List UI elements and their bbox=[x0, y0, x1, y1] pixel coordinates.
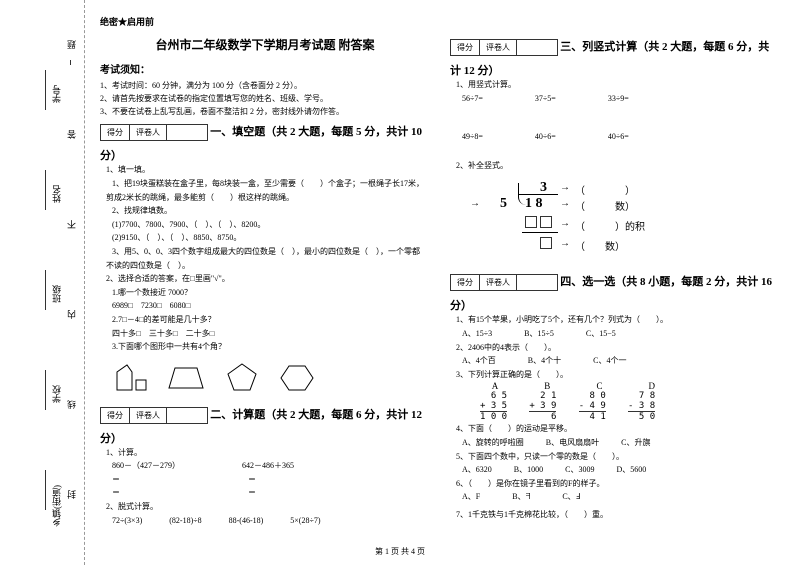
question-line: 不读的四位数是（ ）。 bbox=[106, 259, 430, 273]
question-line: 1.哪一个数接近 7000？ bbox=[112, 286, 430, 300]
score-box: 得分 评卷人 bbox=[450, 274, 558, 291]
diagram-label: （ ）的积 bbox=[575, 218, 645, 233]
calc-expr: 860－（427－279） bbox=[112, 461, 180, 470]
calc-expr: 40÷6= bbox=[608, 132, 629, 141]
choice-opt: B、4个十 bbox=[528, 356, 561, 365]
question-line: (2)9150、（ ）、（ ）、8850、8750。 bbox=[112, 231, 430, 245]
diagram-label: （ 数） bbox=[575, 238, 625, 253]
question-line: 剪成2米长的跳绳，最多能剪（ ）根这样的跳绳。 bbox=[106, 191, 430, 205]
choice-opt: C、3009 bbox=[565, 465, 594, 474]
question-stem: 2、脱式计算。 bbox=[106, 500, 430, 514]
question-line: 1、有15个苹果，小明吃了5个，还有几个？列式为（ ）。 bbox=[456, 313, 780, 327]
question-line: 6、（ ）是你在镜子里看到的F的样子。 bbox=[456, 477, 780, 491]
notice-title: 考试须知： bbox=[100, 61, 430, 76]
calc-expr: 88-(46-18) bbox=[229, 516, 264, 525]
question-line: 6989□ 7230□ 6080□ bbox=[112, 299, 430, 313]
question-line: 4、下面（ ）的运动是平移。 bbox=[456, 422, 780, 436]
page-footer: 第 1 页 共 4 页 bbox=[0, 546, 800, 557]
seal-char: 内 bbox=[65, 310, 78, 319]
choice-opt: A、15÷3 bbox=[462, 329, 492, 338]
notice-item: 1、考试时间：60 分钟，满分为 100 分（含卷面分 2 分）。 bbox=[100, 80, 430, 93]
score-label: 得分 bbox=[101, 125, 130, 140]
calc-eq: ＝ ＝ bbox=[112, 486, 430, 500]
choice-opt: A、F bbox=[462, 492, 480, 501]
choice-opt: C、Ⅎ bbox=[562, 492, 580, 501]
seal-char: 题 bbox=[65, 40, 78, 49]
calc-eq: ＝ ＝ bbox=[112, 473, 430, 487]
right-column: 得分 评卷人 三、列竖式计算（共 2 大题，每题 6 分，共计 12 分） 1、… bbox=[450, 15, 780, 527]
choice-opt: A、旋转的呼啦圈 bbox=[462, 438, 524, 447]
choice-opt: C、15−5 bbox=[586, 329, 616, 338]
question-line: 5、下面四个数中，只读一个零的数是（ ）。 bbox=[456, 450, 780, 464]
question-stem: 1、用竖式计算。 bbox=[456, 78, 780, 92]
question-line: 2、2406中的4表示（ ）。 bbox=[456, 341, 780, 355]
left-column: 绝密★启用前 台州市二年级数学下学期月考试题 附答案 考试须知： 1、考试时间：… bbox=[100, 15, 430, 527]
diagram-label: （ 数） bbox=[575, 198, 635, 213]
shape-trapezoid-icon bbox=[167, 360, 207, 395]
choice-opt: A、4个百 bbox=[462, 356, 496, 365]
calc-expr: 5×(28÷7) bbox=[290, 516, 320, 525]
calc-expr: 56÷7= bbox=[462, 94, 483, 103]
question-line: 1、把19块蛋糕装在盒子里，每8块装一盒，至少需要（ ）个盒子；一根绳子长17米… bbox=[112, 177, 430, 191]
diagram-label: （ ） bbox=[575, 182, 635, 197]
question-stem: 2、补全竖式。 bbox=[456, 159, 780, 173]
choice-opt: B、1000 bbox=[514, 465, 543, 474]
calc-expr: 642－486＋365 bbox=[242, 461, 294, 470]
side-label: 学校 bbox=[50, 385, 63, 403]
calc-expr: 33÷9= bbox=[608, 94, 629, 103]
calc-expr: 40÷6= bbox=[535, 132, 556, 141]
choice-opt: B、15÷5 bbox=[524, 329, 554, 338]
question-stem: 1、填一填。 bbox=[106, 163, 430, 177]
shape-house-icon bbox=[112, 360, 152, 395]
question-line: (1)7700、7800、7900、（ ）、（ ）、8200。 bbox=[112, 218, 430, 232]
question-line: 3、用5、0、0、3四个数字组成最大的四位数是（ ），最小的四位数是（ ），一个… bbox=[112, 245, 430, 259]
calc-expr: (82-18)÷8 bbox=[169, 516, 201, 525]
division-diagram: 3 5 1 8 → （ ） → → （ 数） → （ ）的积 → （ 数） bbox=[470, 180, 780, 260]
calc-expr: 72÷(3×3) bbox=[112, 516, 142, 525]
question-line: 7、1千克铁与1千克棉花比较，（ ）重。 bbox=[456, 508, 780, 522]
calc-expr: 49÷8= bbox=[462, 132, 483, 141]
binding-sidebar: 乡镇(街道) 学校 班级 姓名 学号 封 线 内 不 答 题 bbox=[15, 0, 85, 565]
choice-opt: B、电风扇扇叶 bbox=[546, 438, 599, 447]
notice-item: 2、请首先按要求在试卷的指定位置填写您的姓名、班级、学号。 bbox=[100, 93, 430, 106]
side-label: 班级 bbox=[50, 285, 63, 303]
score-box: 得分 评卷人 bbox=[100, 124, 208, 141]
side-label: 姓名 bbox=[50, 185, 63, 203]
shape-pentagon-icon bbox=[222, 360, 262, 395]
question-stem: 1、计算。 bbox=[106, 446, 430, 460]
question-line: 2、找规律填数。 bbox=[112, 204, 430, 218]
choice-opt: C、4个一 bbox=[593, 356, 626, 365]
seal-char: 封 bbox=[65, 490, 78, 499]
choice-opt: C、升旗 bbox=[621, 438, 650, 447]
choice-opt: B、ᖷ bbox=[512, 492, 530, 501]
seal-char: 答 bbox=[65, 130, 78, 139]
question-line: 2.7□－4□的差可能是几十多？ bbox=[112, 313, 430, 327]
notice-item: 3、不要在试卷上乱写乱画，卷面不整洁扣 2 分，密封线外请勿作答。 bbox=[100, 106, 430, 119]
question-stem: 2、选择合适的答案，在□里画"√"。 bbox=[106, 272, 430, 286]
exam-title: 台州市二年级数学下学期月考试题 附答案 bbox=[100, 36, 430, 53]
side-label: 学号 bbox=[50, 85, 63, 103]
question-line: 四十多□ 三十多□ 二十多□ bbox=[112, 327, 430, 341]
seal-char: 线 bbox=[65, 400, 78, 409]
grader-label: 评卷人 bbox=[130, 125, 167, 140]
shape-hexagon-icon bbox=[277, 360, 317, 395]
choice-opt: A、6320 bbox=[462, 465, 492, 474]
score-box: 得分 评卷人 bbox=[450, 39, 558, 56]
calc-expr: 37÷5= bbox=[535, 94, 556, 103]
question-line: 3、下列计算正确的是（ ）。 bbox=[456, 368, 780, 382]
side-label: 乡镇(街道) bbox=[50, 485, 63, 527]
question-line: 3.下面哪个图形中一共有4个角？ bbox=[112, 340, 430, 354]
shape-row bbox=[112, 360, 430, 395]
score-box: 得分 评卷人 bbox=[100, 407, 208, 424]
seal-char: 不 bbox=[65, 220, 78, 229]
choice-opt: D、5600 bbox=[616, 465, 646, 474]
secret-label: 绝密★启用前 bbox=[100, 15, 430, 28]
